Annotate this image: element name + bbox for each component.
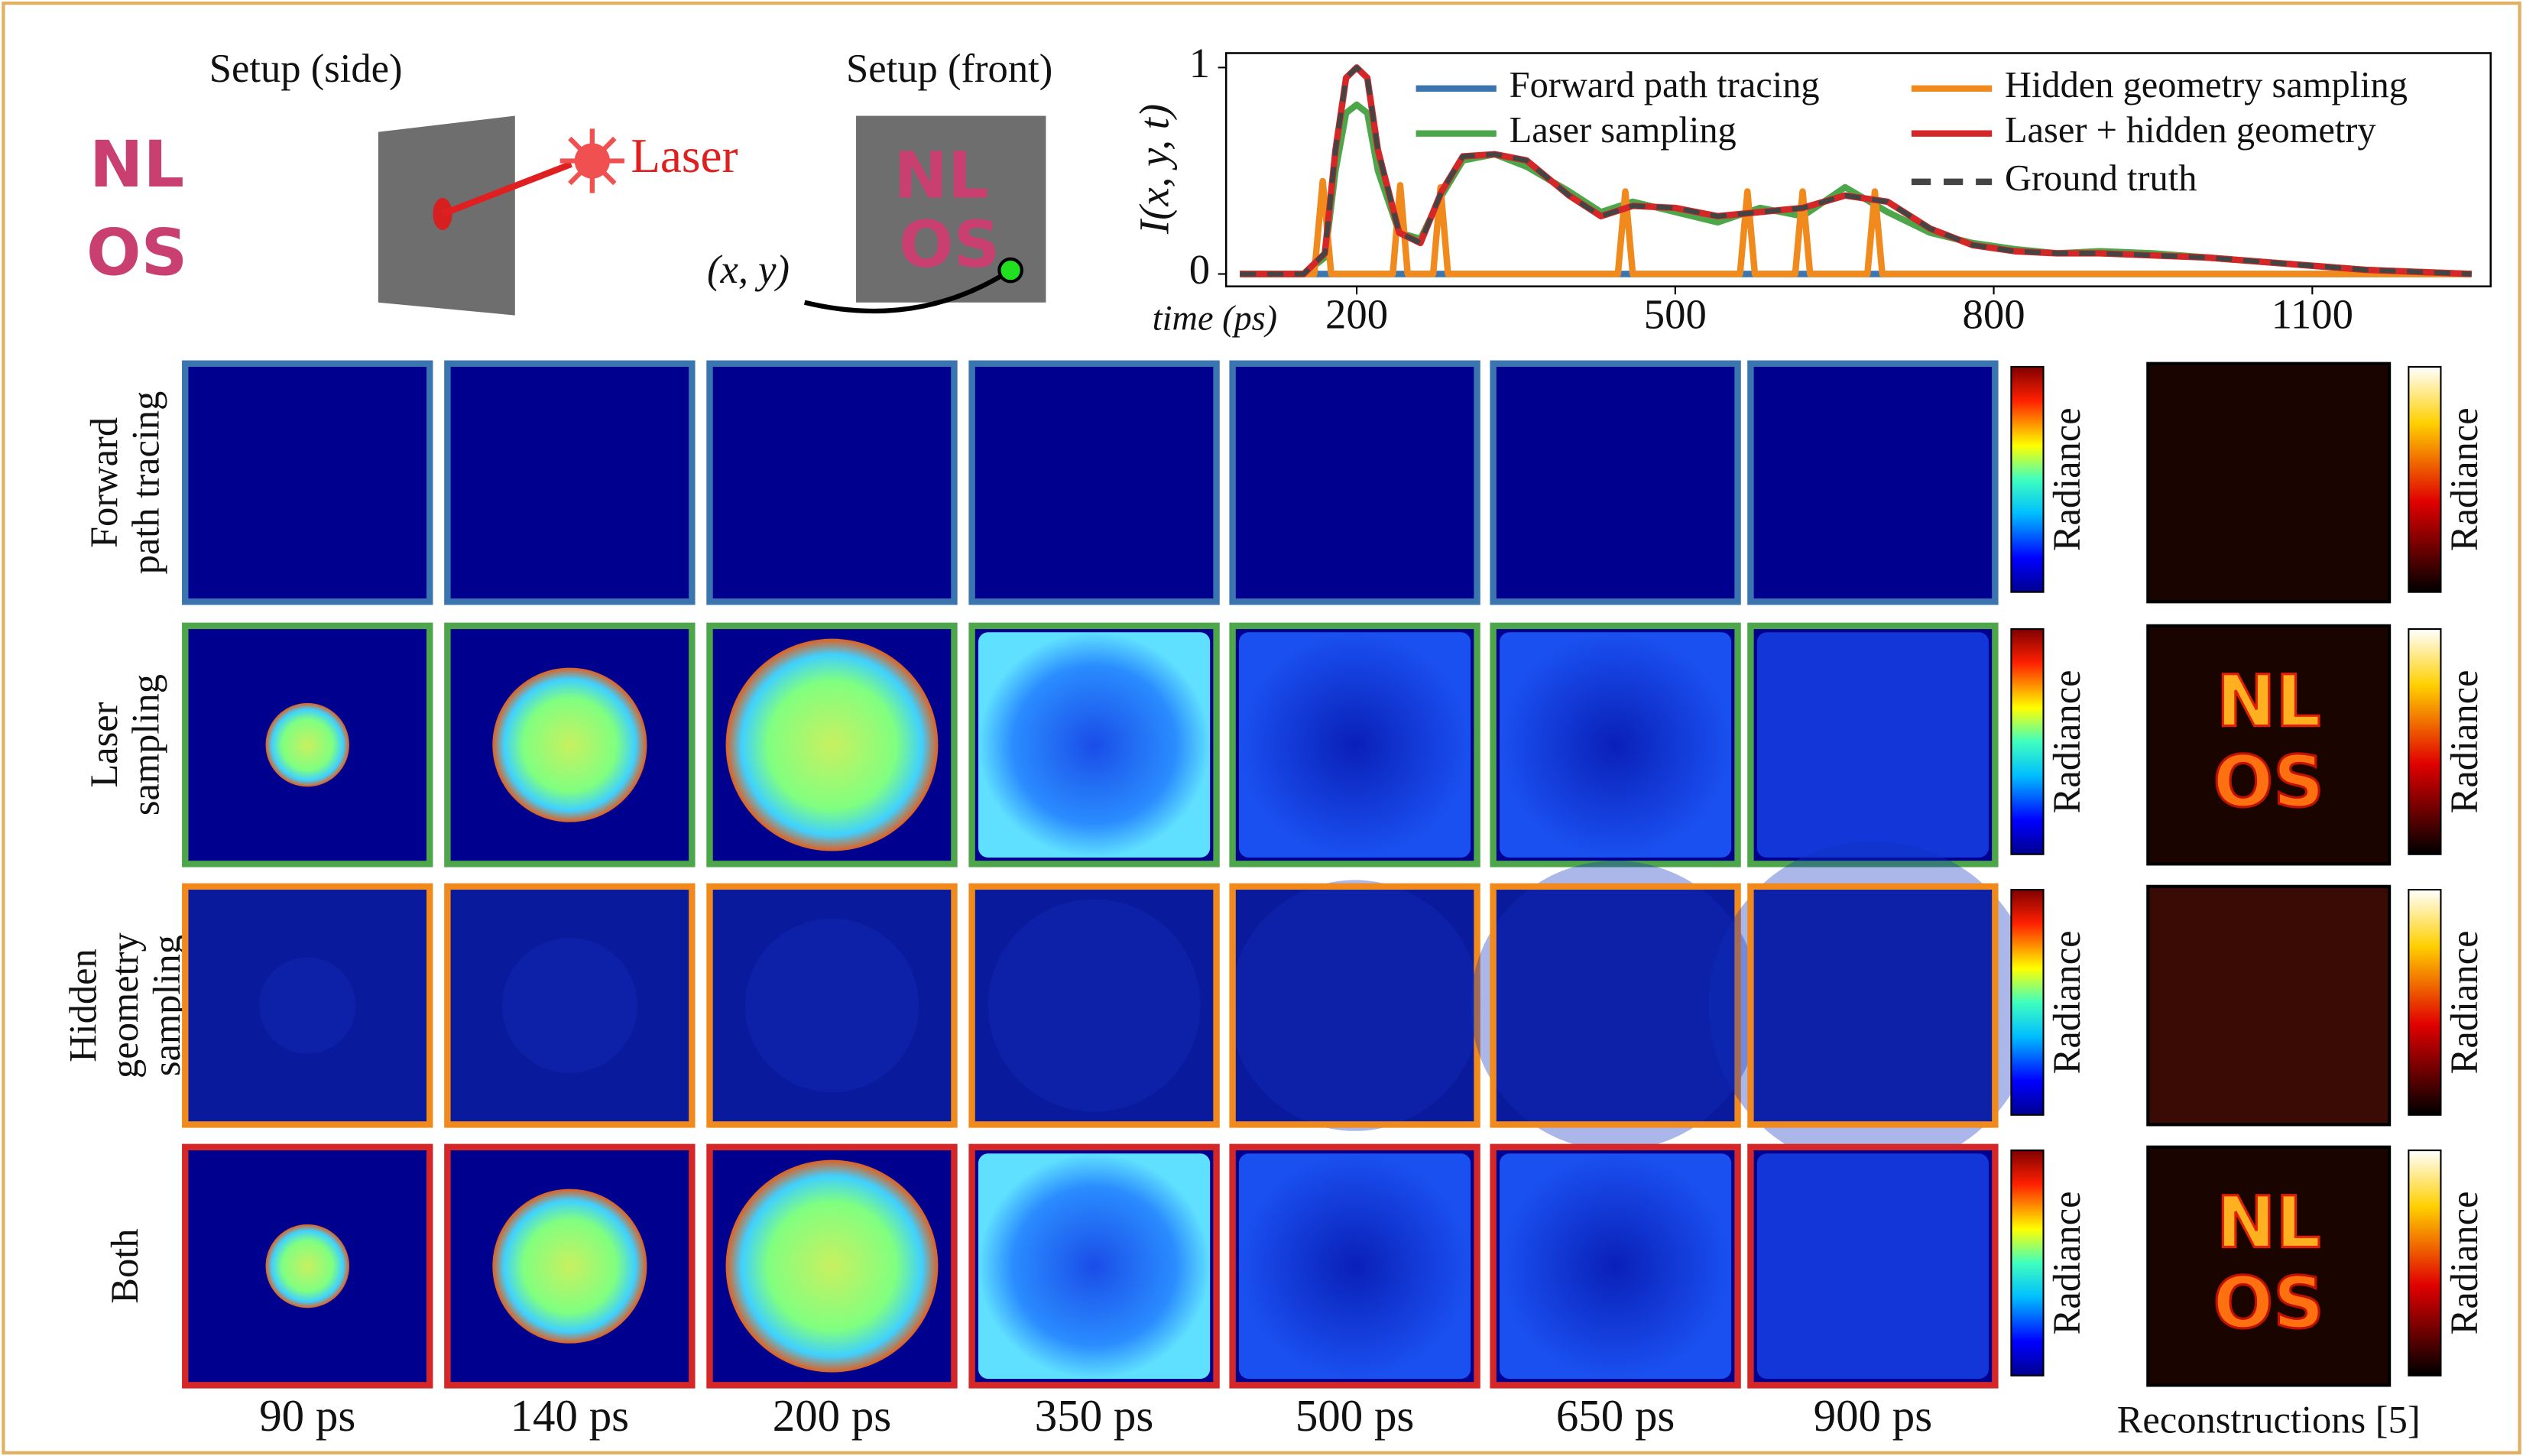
- colorbar-label: Radiance: [2443, 930, 2486, 1074]
- wavefront: [266, 703, 349, 786]
- y-axis-label: I(x, y, t): [1130, 104, 1177, 235]
- scene-letters: OS: [899, 207, 1000, 282]
- point-marker: [999, 259, 1021, 281]
- column-label: 200 ps: [773, 1390, 892, 1441]
- noise: [502, 938, 637, 1073]
- noise: [259, 957, 355, 1053]
- figure: Setup (side) NL OS Laser Setup (front) N…: [0, 0, 2523, 1456]
- wavefront: [1500, 632, 1731, 858]
- wavefront: [1239, 1153, 1471, 1379]
- colorbar-label: Radiance: [2443, 407, 2486, 551]
- wavefront: [1239, 632, 1471, 858]
- legend-label: Laser sampling: [1510, 110, 1737, 151]
- wavefront: [1757, 1153, 1989, 1379]
- x-axis-label: time (ps): [1153, 300, 1277, 339]
- colorbar: [2408, 1150, 2440, 1376]
- wavefront: [1500, 1153, 1731, 1379]
- panel-background: [1233, 364, 1477, 602]
- noise: [988, 900, 1201, 1112]
- wavefront: [1757, 632, 1989, 858]
- colorbar-label: Radiance: [2443, 1191, 2486, 1334]
- scene-letters: NL: [894, 138, 989, 213]
- x-tick-label: 200: [1325, 290, 1388, 337]
- page: Setup (side) NL OS Laser Setup (front) N…: [0, 0, 2523, 1456]
- scene-letters: OS: [86, 216, 187, 290]
- noise: [1229, 880, 1480, 1130]
- row-label: sampling: [125, 674, 167, 816]
- legend-label: Forward path tracing: [1510, 65, 1820, 105]
- reconstruction: [2148, 887, 2389, 1125]
- reconstruction-letters: OS: [2213, 1262, 2324, 1344]
- setup-side-title: Setup (side): [209, 47, 403, 91]
- row-label: path tracing: [125, 391, 167, 575]
- panel-background: [1493, 364, 1738, 602]
- column-label: 900 ps: [1814, 1390, 1933, 1441]
- wavefront: [726, 1160, 939, 1373]
- y-tick-label: 0: [1189, 246, 1210, 293]
- column-label: 650 ps: [1556, 1390, 1675, 1441]
- reconstruction-letters: NL: [2217, 1181, 2321, 1263]
- wavefront: [978, 632, 1210, 858]
- panel-background: [972, 364, 1217, 602]
- x-tick-label: 500: [1644, 290, 1707, 337]
- colorbar-label: Radiance: [2045, 1191, 2088, 1334]
- scene-letters: NL: [89, 127, 184, 202]
- x-tick-label: 1100: [2272, 290, 2353, 337]
- colorbar: [2011, 367, 2043, 592]
- reconstruction: [2148, 364, 2389, 602]
- row-label: Hidden: [61, 949, 104, 1062]
- setup-front-title: Setup (front): [846, 47, 1052, 91]
- colorbar: [2011, 1150, 2043, 1376]
- plot: 200 500 800 1100 0 1 time (ps) I(x, y, t) Forwar…: [1130, 40, 2490, 339]
- column-label: 500 ps: [1296, 1390, 1415, 1441]
- laser-source: [575, 143, 610, 178]
- colorbar-label: Radiance: [2045, 670, 2088, 813]
- column-label: 140 ps: [511, 1390, 630, 1441]
- row-label: Forward: [83, 417, 125, 548]
- column-label: 90 ps: [259, 1390, 355, 1441]
- colorbar: [2011, 890, 2043, 1115]
- wavefront: [726, 639, 939, 851]
- panel-background: [1750, 364, 1995, 602]
- noise: [745, 919, 919, 1092]
- colorbar: [2408, 367, 2440, 592]
- colorbar-label: Radiance: [2045, 930, 2088, 1074]
- point-label: (x, y): [707, 248, 790, 292]
- laser-label: Laser: [631, 129, 738, 183]
- row-label: sampling: [145, 935, 188, 1076]
- reconstruction-letters: NL: [2217, 660, 2321, 742]
- row-label: geometry: [103, 932, 146, 1078]
- y-tick-label: 1: [1189, 40, 1210, 86]
- row-label: Laser: [83, 702, 125, 787]
- colorbar-label: Radiance: [2045, 407, 2088, 551]
- x-tick-label: 800: [1963, 290, 2025, 337]
- reconstructions-label: Reconstructions [5]: [2117, 1398, 2421, 1441]
- colorbar: [2408, 890, 2440, 1115]
- panel-background: [447, 364, 692, 602]
- legend-label: Laser + hidden geometry: [2005, 110, 2376, 151]
- wavefront: [492, 668, 647, 822]
- wavefront: [492, 1189, 647, 1344]
- column-label: 350 ps: [1035, 1390, 1154, 1441]
- noise: [1709, 841, 2037, 1169]
- legend-label: Ground truth: [2005, 158, 2197, 199]
- wavefront: [266, 1224, 349, 1308]
- colorbar: [2011, 629, 2043, 854]
- row-label: Both: [103, 1229, 146, 1304]
- wavefront: [978, 1153, 1210, 1379]
- colorbar: [2408, 629, 2440, 854]
- panel-background: [709, 364, 954, 602]
- panel-background: [185, 364, 430, 602]
- colorbar-label: Radiance: [2443, 670, 2486, 813]
- legend-label: Hidden geometry sampling: [2005, 65, 2408, 105]
- reconstruction-letters: OS: [2213, 741, 2324, 823]
